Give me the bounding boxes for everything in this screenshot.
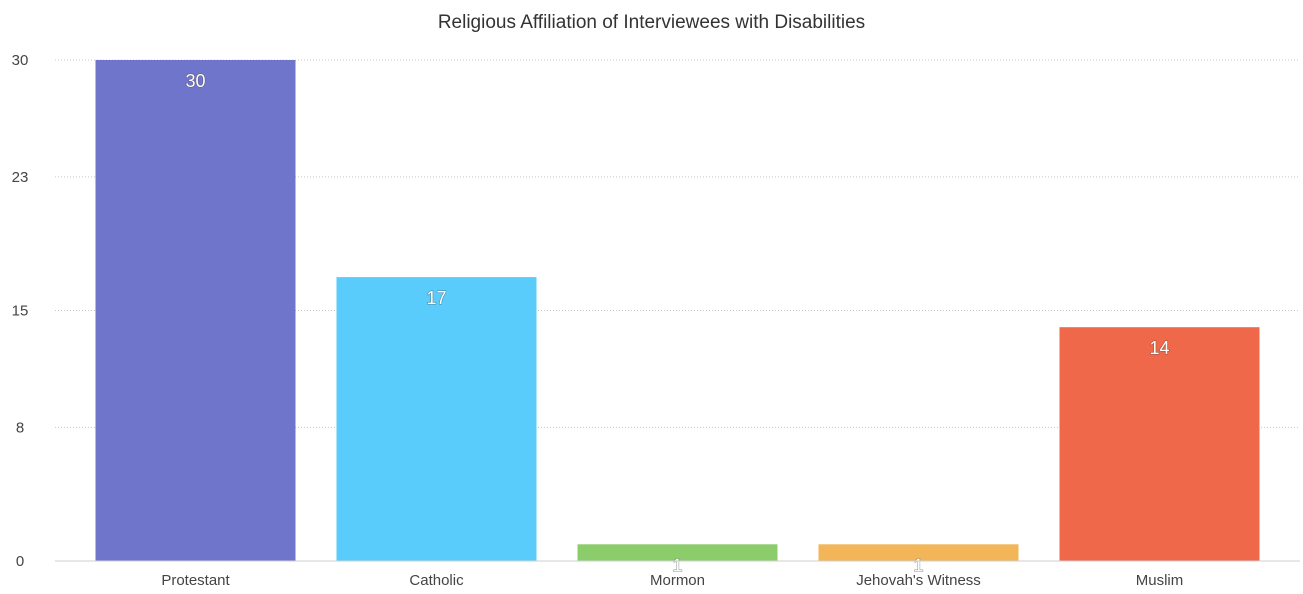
chart-title: Religious Affiliation of Interviewees wi… — [437, 12, 866, 33]
y-tick-label: 0 — [16, 553, 24, 570]
data-label: 30 — [185, 71, 205, 91]
data-label: 1 — [913, 555, 923, 575]
y-tick-label: 15 — [12, 303, 29, 320]
y-tick-label: 8 — [16, 419, 24, 436]
bar — [1059, 327, 1260, 561]
x-axis-ticks: Protestant Catholic Mormon Jehovah's Witnes… — [161, 572, 1183, 589]
x-tick-label: Catholic — [409, 572, 464, 589]
bars — [95, 60, 1260, 561]
data-labels: 30 17 1 1 14 — [185, 70, 1170, 575]
data-label: 14 — [1149, 338, 1169, 358]
x-tick-label: Protestant — [161, 572, 230, 589]
data-label: 17 — [426, 288, 446, 308]
bar — [95, 60, 296, 561]
bar — [336, 277, 537, 561]
x-tick-label: Muslim — [1136, 572, 1184, 589]
y-tick-label: 23 — [12, 169, 29, 186]
x-tick-label: Mormon — [650, 572, 705, 589]
bar — [577, 544, 778, 561]
x-tick-label: Jehovah's Witness — [856, 572, 981, 589]
y-axis-ticks: 0 8 15 23 30 — [12, 52, 29, 570]
y-tick-label: 30 — [12, 52, 29, 69]
data-label: 1 — [672, 555, 682, 575]
bar — [818, 544, 1019, 561]
